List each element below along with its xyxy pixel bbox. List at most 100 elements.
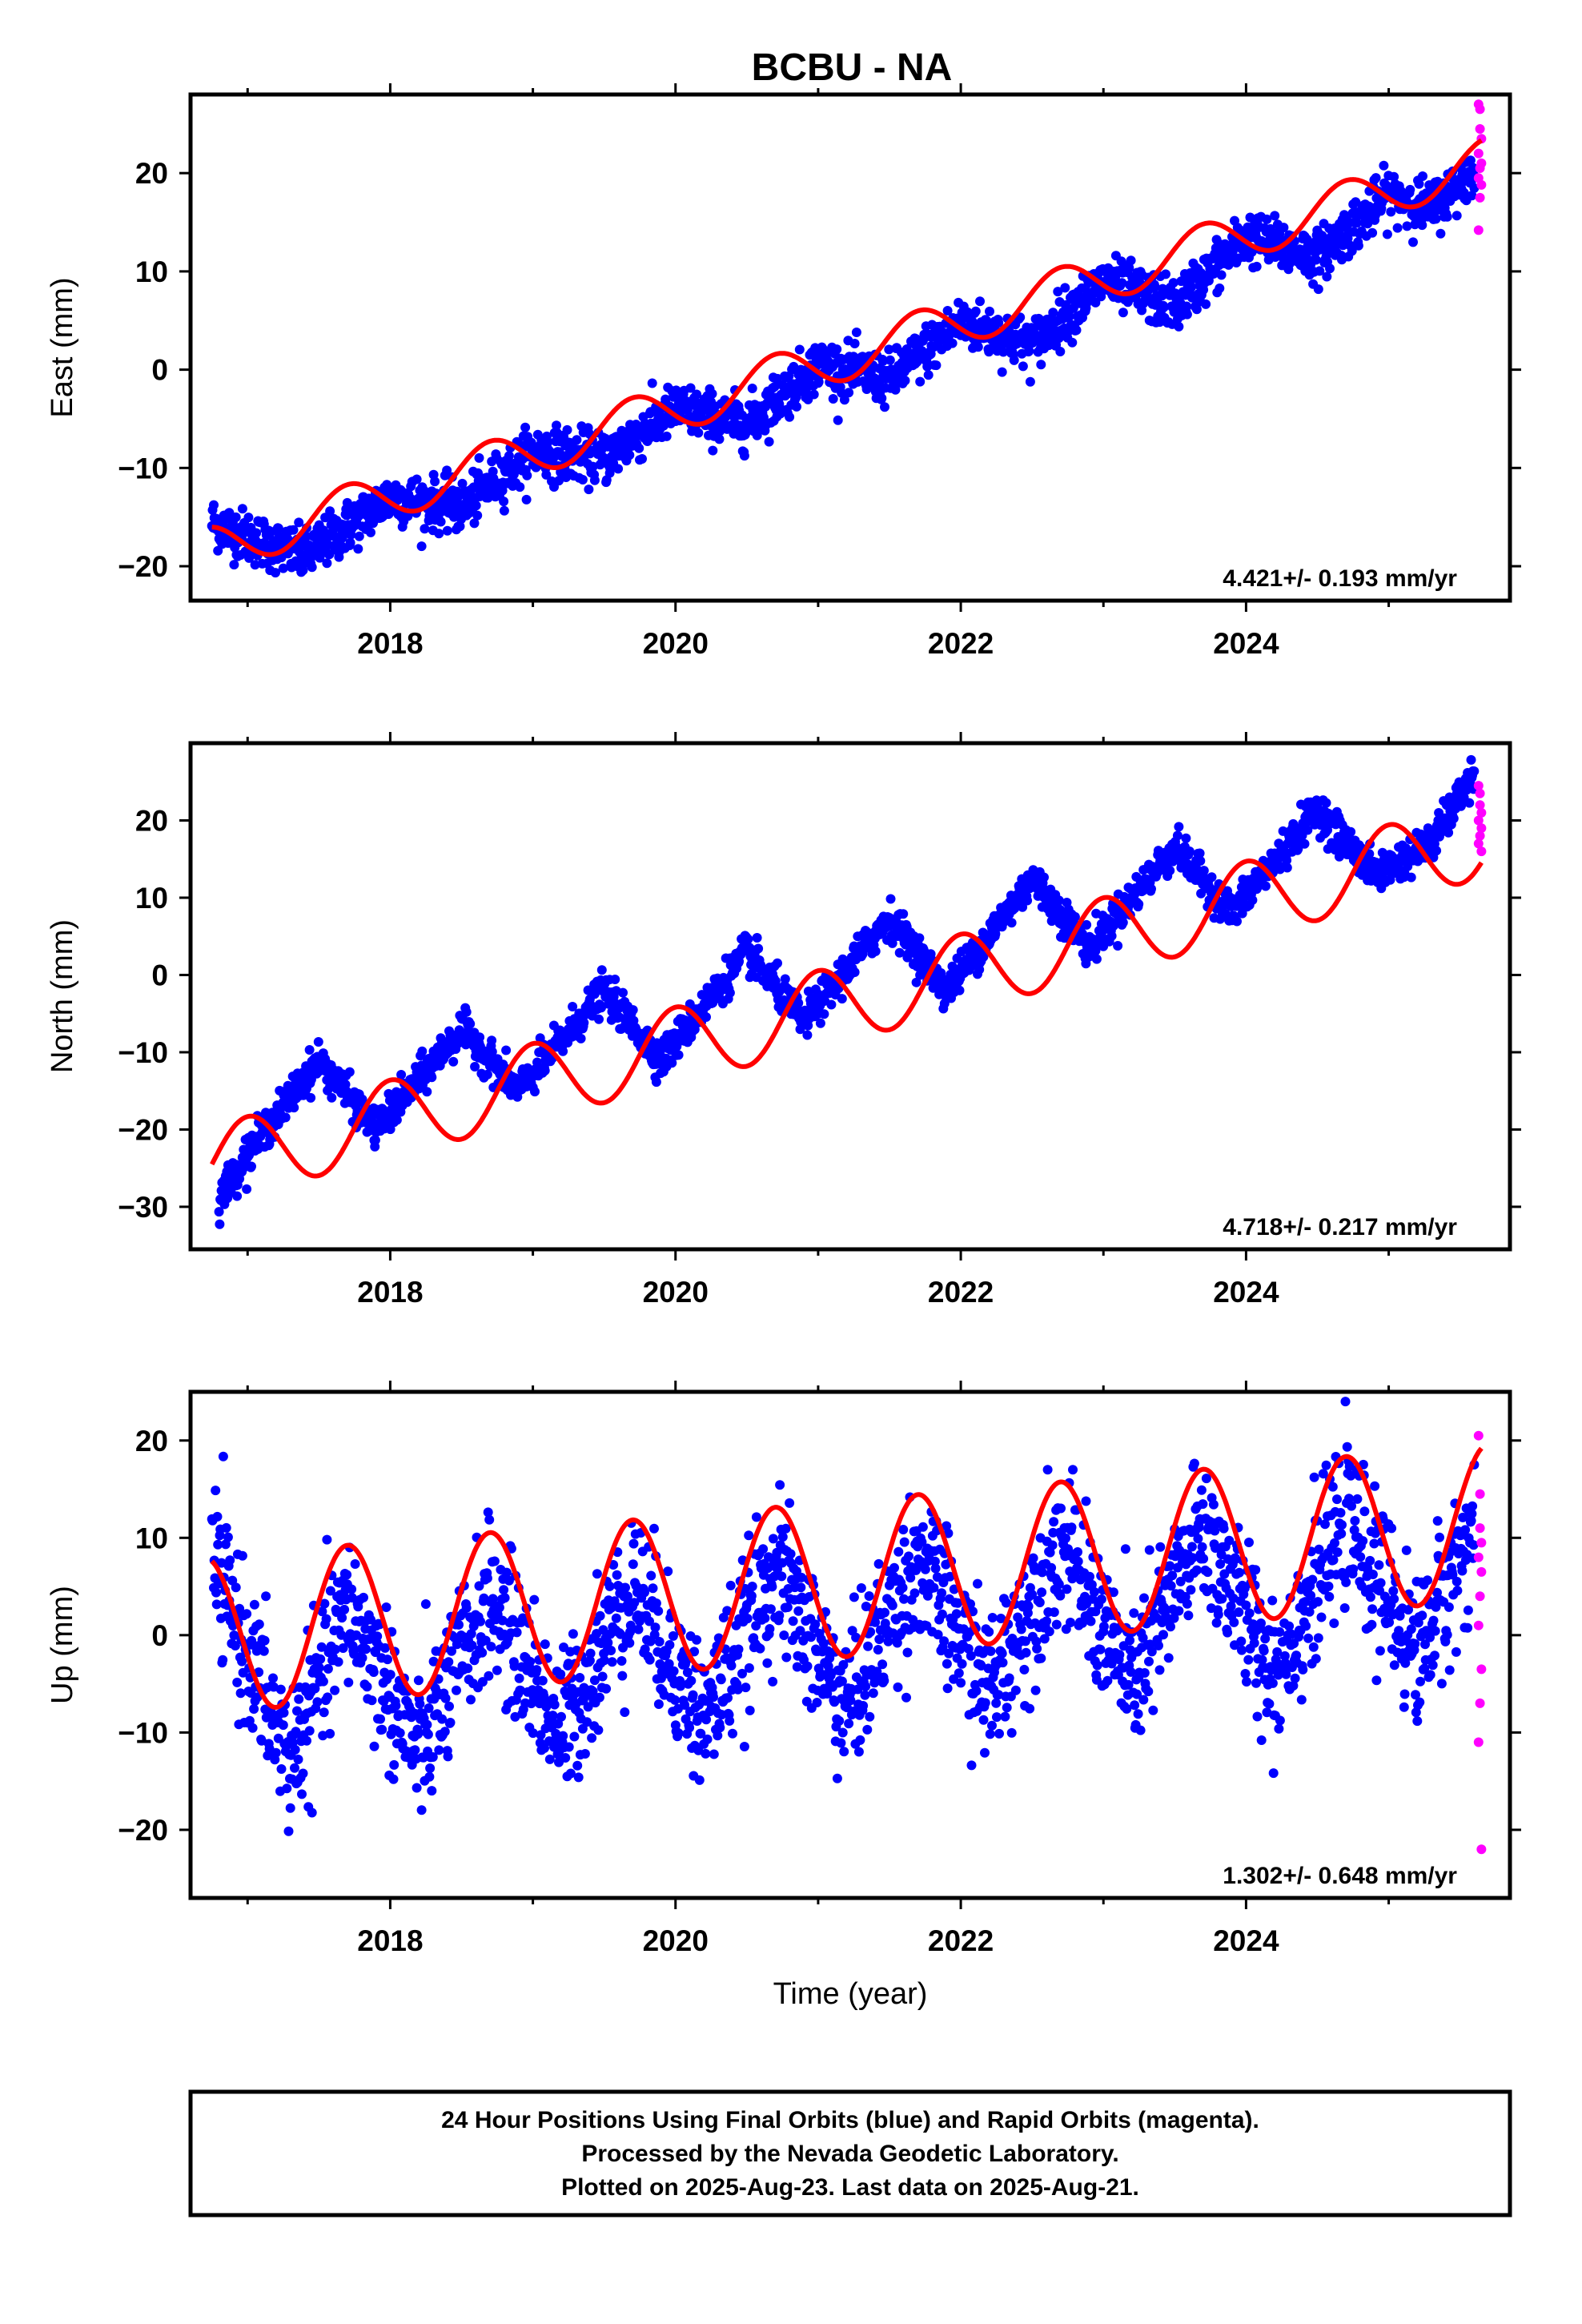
final-point [587,1733,597,1743]
final-point [225,1555,235,1566]
x-tick-label: 2024 [1213,1924,1279,1957]
final-point [271,1747,281,1758]
final-point [315,1654,326,1664]
final-point [809,389,819,400]
final-point [512,1627,522,1638]
final-point [275,1684,286,1695]
final-point [693,428,704,438]
final-point [285,1803,295,1813]
final-point [540,1065,550,1076]
final-point [1126,255,1136,266]
rate-label: 4.421+/- 0.193 mm/yr [1223,565,1457,592]
final-point [833,415,843,425]
final-point [466,1695,476,1705]
y-tick-label: 10 [135,255,168,288]
final-point [1382,229,1392,239]
final-point [1322,271,1332,282]
final-point [391,1700,401,1711]
final-point [415,1699,425,1709]
final-point [501,1045,512,1055]
final-point [922,361,933,372]
final-point [1158,302,1169,312]
final-point [276,1764,287,1774]
final-point [1067,337,1078,348]
final-point [837,994,847,1004]
model-fit-line [211,138,1484,557]
final-point [469,518,480,529]
final-point [839,395,849,405]
final-point [312,1697,323,1707]
final-point [568,1629,578,1639]
final-point [1191,304,1202,315]
final-point [1418,171,1427,181]
final-point [289,1103,299,1113]
final-orbit-series [207,1397,1480,1836]
final-point [444,1657,454,1667]
final-point [844,388,854,398]
final-point [884,344,894,355]
final-point [294,517,304,528]
final-point [214,1207,224,1217]
final-point [573,1772,584,1783]
final-point [529,1594,540,1605]
final-point [440,1727,450,1737]
final-point [218,1451,228,1462]
final-point [1161,269,1170,279]
data-layer [210,754,1487,1229]
final-point [1371,173,1381,183]
final-point [474,452,484,463]
final-point [1245,212,1255,223]
final-point [1321,798,1331,808]
final-point [1215,283,1225,293]
final-point [540,1639,550,1650]
final-point [342,497,352,508]
final-point [1150,282,1160,292]
final-point [1184,846,1195,856]
final-point [792,401,801,412]
final-point [410,1745,420,1755]
final-point [333,1657,343,1667]
final-point [1386,207,1396,217]
rapid-point [1476,846,1487,857]
final-point [370,1135,380,1145]
final-point [229,560,239,570]
rapid-point [1475,192,1485,203]
final-point [232,1677,243,1687]
final-point [484,1514,495,1525]
final-point [243,513,254,523]
final-point [851,328,861,337]
final-point [1442,211,1452,222]
final-point [231,512,241,522]
final-point [487,1047,497,1057]
final-point [381,1602,391,1612]
final-point [307,562,317,573]
final-point [391,1115,402,1125]
final-point [368,1667,379,1677]
final-point [416,541,427,552]
final-point [588,461,598,472]
final-point [880,402,889,412]
final-point [212,1511,223,1522]
final-point [1172,830,1182,841]
final-point [249,1599,259,1610]
final-point [396,1070,407,1080]
final-point [323,1692,333,1703]
final-point [725,987,735,998]
final-point [337,1613,347,1623]
final-point [613,464,624,474]
plot-frame [188,92,1512,603]
final-point [1055,347,1066,356]
final-point [385,1670,396,1680]
final-point [357,1094,367,1104]
final-point [504,451,514,461]
final-point [471,501,481,511]
final-point [232,1191,243,1201]
final-point [877,393,887,404]
final-point [422,1087,432,1097]
final-point [1313,284,1323,295]
final-point [1448,814,1459,823]
final-orbit-series [214,754,1480,1229]
final-point [416,1805,427,1815]
final-point [271,568,280,578]
final-point [572,435,582,445]
